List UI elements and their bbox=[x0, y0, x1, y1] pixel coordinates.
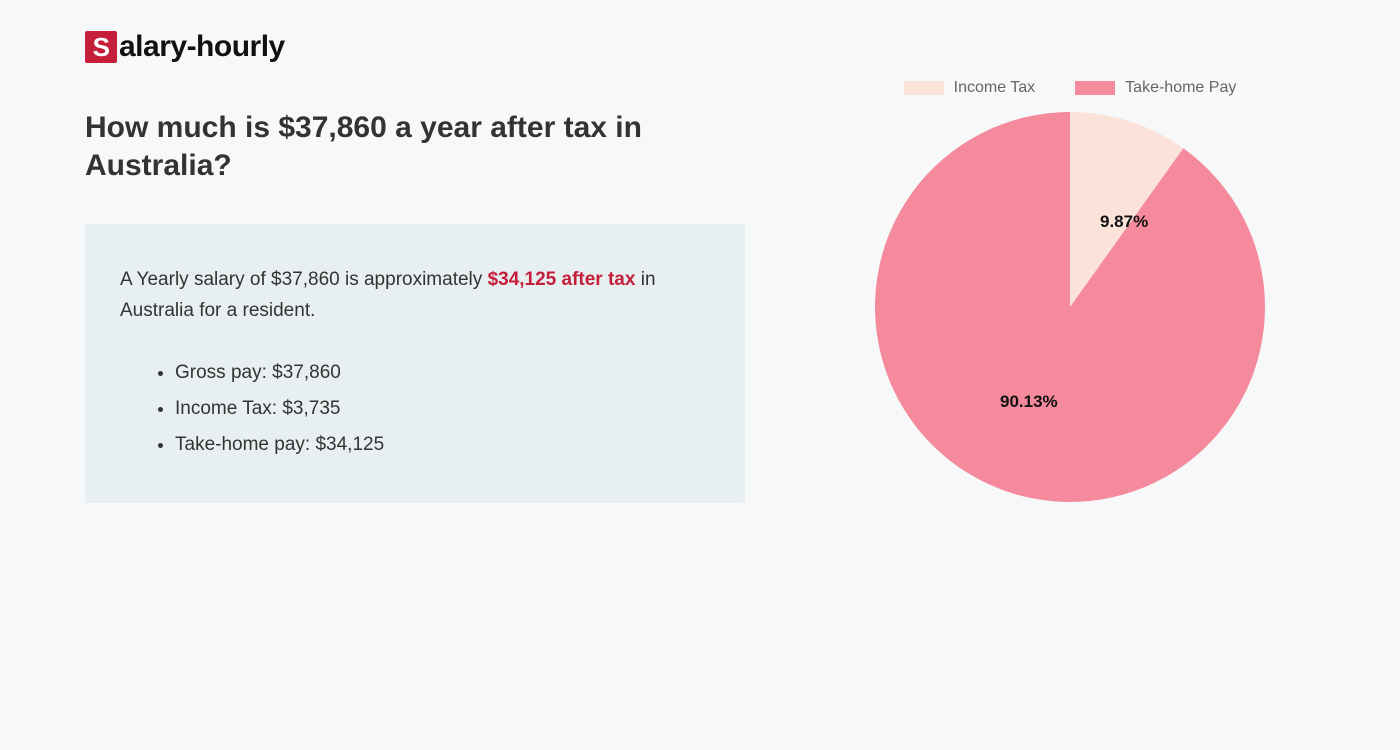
left-column: How much is $37,860 a year after tax in … bbox=[85, 99, 745, 503]
logo-text: alary-hourly bbox=[119, 30, 285, 64]
pie-slice-label: 9.87% bbox=[1100, 212, 1148, 232]
chart-legend: Income Tax Take-home Pay bbox=[904, 79, 1237, 97]
list-item: Take-home pay: $34,125 bbox=[175, 427, 710, 463]
legend-label: Income Tax bbox=[954, 79, 1036, 97]
summary-text: A Yearly salary of $37,860 is approximat… bbox=[120, 264, 710, 327]
pie-chart: 9.87% 90.13% bbox=[875, 112, 1265, 502]
logo-s-box: S bbox=[85, 31, 117, 63]
pie-svg bbox=[875, 112, 1265, 502]
right-column: Income Tax Take-home Pay 9.87% 90.13% bbox=[825, 79, 1315, 502]
content-row: How much is $37,860 a year after tax in … bbox=[85, 99, 1315, 503]
list-item: Income Tax: $3,735 bbox=[175, 391, 710, 427]
summary-list: Gross pay: $37,860 Income Tax: $3,735 Ta… bbox=[120, 355, 710, 463]
legend-swatch bbox=[904, 81, 944, 95]
legend-swatch bbox=[1075, 81, 1115, 95]
page-title: How much is $37,860 a year after tax in … bbox=[85, 109, 745, 184]
summary-highlight: $34,125 after tax bbox=[488, 269, 636, 290]
legend-item-take-home: Take-home Pay bbox=[1075, 79, 1236, 97]
summary-box: A Yearly salary of $37,860 is approximat… bbox=[85, 224, 745, 503]
legend-item-income-tax: Income Tax bbox=[904, 79, 1036, 97]
summary-prefix: A Yearly salary of $37,860 is approximat… bbox=[120, 269, 488, 290]
site-logo: Salary-hourly bbox=[85, 30, 1315, 64]
pie-slice-label: 90.13% bbox=[1000, 392, 1058, 412]
legend-label: Take-home Pay bbox=[1125, 79, 1236, 97]
list-item: Gross pay: $37,860 bbox=[175, 355, 710, 391]
